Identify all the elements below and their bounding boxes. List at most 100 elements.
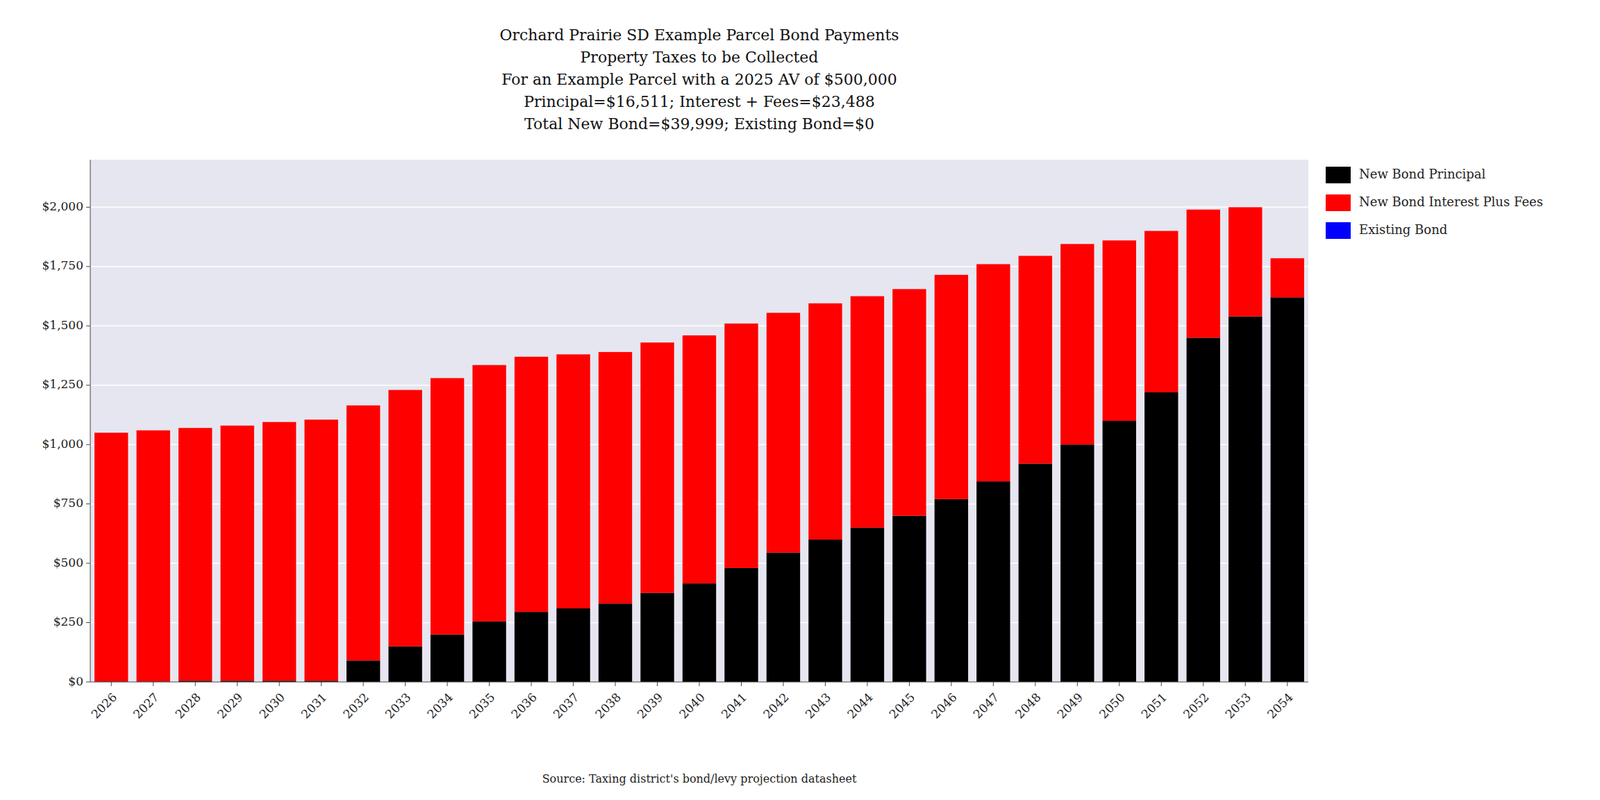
bar [430,634,464,682]
x-tick [656,681,658,687]
x-tick-label: 2037 [550,690,582,722]
legend-swatch [1325,194,1351,212]
x-tick-label: 2041 [718,690,750,722]
bar [892,515,926,682]
x-tick [615,681,616,687]
title-line: Principal=$16,511; Interest + Fees=$23,4… [523,93,875,111]
bar [220,425,254,681]
bar [1102,240,1137,241]
bar [598,603,632,682]
y-tick-label: $500 [53,555,84,570]
bar [682,583,716,682]
x-tick [699,681,700,687]
bar [514,356,548,357]
x-label: Source: Taxing district's bond/levy proj… [542,772,857,786]
x-tick [782,681,784,687]
bar [472,621,506,682]
x-tick [195,681,196,687]
title-line: Orchard Prairie SD Example Parcel Bond P… [499,26,899,44]
x-tick-label: 2026 [88,690,120,722]
y-tick-label: $250 [53,614,84,629]
bar [1270,257,1305,259]
x-tick-label: 2032 [340,690,372,722]
x-tick-label: 2045 [886,690,919,722]
y-tick [86,622,91,623]
bar [262,421,296,423]
bar [640,342,674,594]
title-line: Total New Bond=$39,999; Existing Bond=$0 [524,115,875,133]
bar [1060,243,1094,445]
x-tick [1118,681,1120,687]
x-tick [1245,681,1246,687]
x-tick [740,681,742,687]
legend-label: New Bond Principal [1359,166,1487,182]
grid-line [90,206,1309,209]
x-tick-label: 2044 [844,690,876,722]
x-tick-label: 2050 [1096,690,1128,722]
bar [892,288,926,516]
bar [1144,231,1178,393]
x-tick-label: 2028 [172,690,204,722]
x-tick-label: 2036 [508,690,540,722]
bar [766,312,800,314]
bar [1144,392,1178,682]
bar [346,405,380,661]
bar [136,430,171,682]
x-tick [111,681,112,687]
bar [1102,240,1137,421]
y-tick [86,563,91,564]
y-tick-label: $1,000 [42,436,84,451]
bar [556,354,590,609]
bar [1228,316,1262,682]
y-axis [90,159,91,682]
y-tick-label: $1,500 [42,318,84,332]
x-tick [572,681,574,687]
bar [514,611,548,682]
bar [598,351,632,353]
bar [178,427,212,429]
bar [808,303,842,540]
x-tick-label: 2052 [1180,690,1212,722]
bar [976,263,1010,265]
x-tick [236,681,238,687]
bar [346,660,380,682]
x-tick-label: 2054 [1264,690,1296,722]
y-tick-label: $0 [68,674,84,689]
title: Orchard Prairie SD Example Parcel Bond P… [499,26,899,133]
bar [1018,463,1053,682]
x-tick-label: 2048 [1012,690,1044,722]
x-tick-label: 2038 [592,690,624,722]
bar [94,432,128,434]
legend-label: New Bond Interest Plus Fees [1359,194,1544,210]
bar [682,334,716,336]
bar [1144,230,1178,232]
bar [850,295,885,297]
bar [1186,337,1221,682]
x-tick-label: 2030 [256,690,288,722]
y-tick [86,444,91,446]
x-tick-label: 2051 [1138,690,1170,722]
x-tick-label: 2034 [424,690,456,722]
bar [724,323,758,569]
bar [976,481,1010,682]
bar [262,422,296,682]
x-tick [404,681,406,687]
x-tick [363,681,364,687]
x-tick-label: 2042 [760,690,792,722]
bar [136,429,171,431]
bar [1018,255,1053,464]
x-tick-label: 2031 [298,690,330,722]
y-tick-label: $1,750 [42,258,84,273]
bar [1186,209,1221,210]
x-tick [1202,681,1204,687]
bar [934,274,969,275]
bar [178,427,212,681]
bar [1018,255,1053,257]
plot-background [90,159,1309,682]
x-tick-label: 2029 [214,690,246,722]
x-tick [1077,681,1078,687]
y-tick [86,503,91,505]
bar [1060,243,1094,245]
bar [598,352,632,604]
bar [388,646,422,682]
